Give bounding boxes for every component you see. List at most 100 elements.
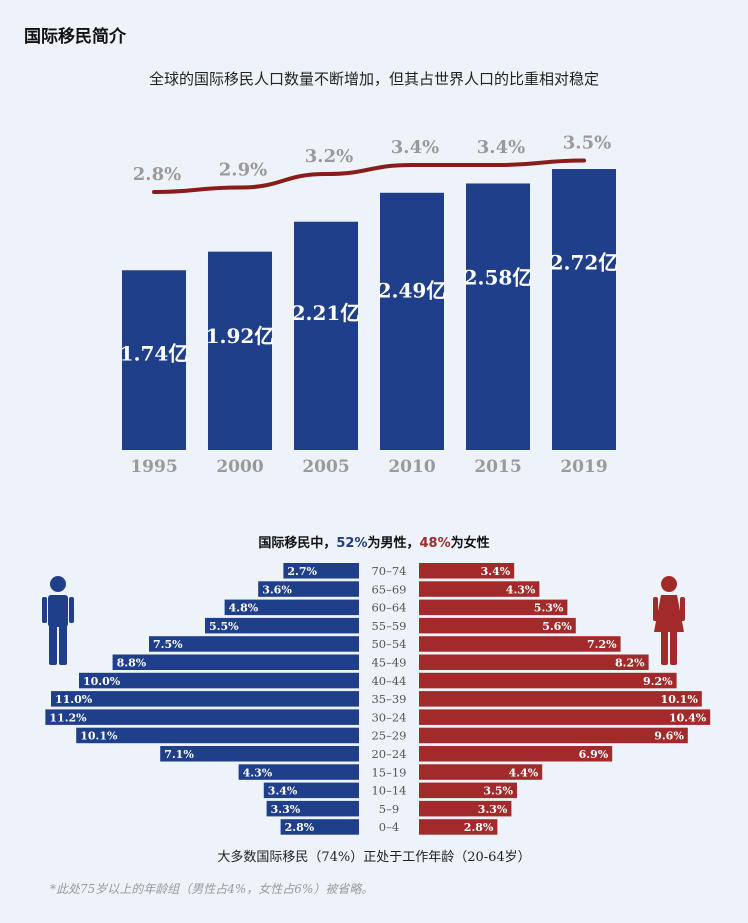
female-bar-50–54 — [419, 636, 621, 652]
female-share: 48% — [419, 536, 451, 551]
age-group-label: 55–59 — [371, 619, 406, 633]
male-bar-50–54 — [149, 636, 359, 652]
male-person-icon — [42, 576, 74, 665]
female-bar-25–29 — [419, 727, 688, 744]
male-value-label: 2.8% — [285, 821, 315, 834]
male-value-label: 4.8% — [229, 602, 259, 615]
male-value-label: 5.5% — [209, 620, 239, 633]
female-value-label: 5.6% — [542, 620, 572, 633]
x-tick-label: 2000 — [216, 457, 263, 477]
male-value-label: 7.1% — [164, 748, 194, 761]
age-group-label: 45–49 — [371, 656, 406, 670]
age-group-label: 60–64 — [371, 601, 406, 615]
age-group-label: 15–19 — [371, 765, 406, 779]
female-value-label: 4.3% — [506, 583, 536, 596]
female-bar-40–44 — [419, 672, 677, 689]
bar-value-label: 2.58亿 — [464, 266, 533, 290]
female-bar-0–4 — [419, 819, 498, 835]
bar-value-label: 1.92亿 — [206, 324, 275, 348]
footnote: *此处75岁以上的年龄组（男性占4%，女性占6%）被省略。 — [50, 882, 374, 896]
male-bar-45–49 — [112, 654, 359, 670]
male-value-label: 3.4% — [268, 785, 298, 798]
age-group-label: 10–14 — [371, 784, 406, 798]
x-tick-label: 2019 — [560, 457, 607, 477]
age-group-label: 65–69 — [371, 582, 406, 596]
female-bar-65–69 — [419, 581, 540, 597]
female-value-label: 8.2% — [615, 657, 645, 670]
bar-value-label: 2.72亿 — [550, 251, 619, 275]
female-value-label: 10.1% — [661, 693, 699, 706]
age-group-label: 50–54 — [371, 637, 406, 651]
male-value-label: 11.2% — [49, 711, 87, 724]
male-bar-10–14 — [263, 782, 359, 799]
working-age-note: 大多数国际移民（74%）正处于工作年龄（20-64岁） — [217, 850, 531, 865]
bar-value-label: 1.74亿 — [120, 341, 189, 365]
male-bar-15–19 — [238, 764, 359, 780]
x-tick-label: 2010 — [388, 457, 435, 477]
share-label: 3.5% — [563, 133, 611, 154]
female-bar-10–14 — [419, 782, 517, 799]
bar-2010 — [380, 192, 444, 450]
share-line — [152, 158, 586, 194]
share-label: 3.2% — [305, 146, 353, 167]
male-value-label: 3.6% — [262, 583, 292, 596]
male-value-label: 4.3% — [243, 766, 273, 779]
male-bar-5–9 — [266, 800, 359, 817]
female-bar-5–9 — [419, 800, 512, 817]
female-value-label: 3.3% — [478, 803, 508, 816]
pyramid-title-prefix: 国际移民中， — [258, 536, 337, 551]
female-value-label: 2.8% — [464, 821, 494, 834]
female-value-label: 3.5% — [483, 785, 513, 798]
age-group-label: 20–24 — [371, 747, 406, 761]
female-word: 为女性 — [450, 536, 490, 551]
male-value-label: 7.5% — [153, 638, 183, 651]
chart-subtitle: 全球的国际移民人口数量不断增加，但其占世界人口的比重相对稳定 — [148, 70, 599, 88]
female-bar-45–49 — [419, 654, 649, 670]
male-value-label: 11.0% — [55, 693, 93, 706]
male-value-label: 10.1% — [80, 730, 118, 743]
age-group-label: 0–4 — [379, 820, 399, 834]
age-group-label: 70–74 — [371, 564, 406, 578]
female-value-label: 9.2% — [643, 675, 673, 688]
bar-chart: 1.74亿 1995 2.8% 1.92亿 2000 2.9% 2.21亿 2005 3.2% 2… — [120, 133, 619, 478]
female-value-label: 6.9% — [579, 748, 609, 761]
female-bar-70–74 — [419, 563, 515, 579]
male-bar-60–64 — [224, 599, 359, 616]
x-tick-label: 2015 — [474, 457, 521, 477]
bar-1995 — [122, 270, 186, 450]
share-label: 2.9% — [219, 160, 267, 181]
male-bar-20–24 — [160, 746, 359, 762]
female-value-label: 3.4% — [481, 565, 511, 578]
female-bar-55–59 — [419, 617, 576, 634]
bar-2005 — [294, 221, 358, 450]
female-value-label: 10.4% — [669, 711, 707, 724]
age-group-label: 25–29 — [371, 729, 406, 743]
male-value-label: 3.3% — [271, 803, 301, 816]
male-value-label: 2.7% — [287, 565, 317, 578]
female-value-label: 5.3% — [534, 602, 564, 615]
female-value-label: 7.2% — [587, 638, 617, 651]
bar-value-label: 2.21亿 — [292, 301, 361, 325]
female-bar-30–24 — [419, 709, 711, 725]
female-value-label: 9.6% — [654, 730, 684, 743]
bar-value-label: 2.49亿 — [378, 278, 447, 302]
bar-2000 — [208, 251, 272, 450]
male-share: 52% — [336, 536, 368, 551]
female-bar-60–64 — [419, 599, 568, 616]
bar-2019 — [552, 169, 616, 451]
male-word: 为男性 — [367, 536, 407, 551]
male-bar-40–44 — [79, 672, 359, 689]
person-icons — [42, 576, 685, 665]
age-group-label: 35–39 — [371, 692, 406, 706]
x-tick-label: 2005 — [302, 457, 349, 477]
x-tick-label: 1995 — [130, 457, 177, 477]
share-label: 3.4% — [477, 137, 525, 158]
male-value-label: 10.0% — [83, 675, 121, 688]
male-bar-65–69 — [258, 581, 359, 597]
male-bar-35–39 — [51, 691, 359, 707]
age-group-label: 30–24 — [371, 710, 406, 724]
male-bar-30–24 — [45, 709, 360, 725]
female-bar-35–39 — [419, 691, 702, 707]
male-bar-0–4 — [280, 819, 359, 835]
pyramid-title: 国际移民中，52%为男性，48%为女性 — [0, 532, 748, 551]
